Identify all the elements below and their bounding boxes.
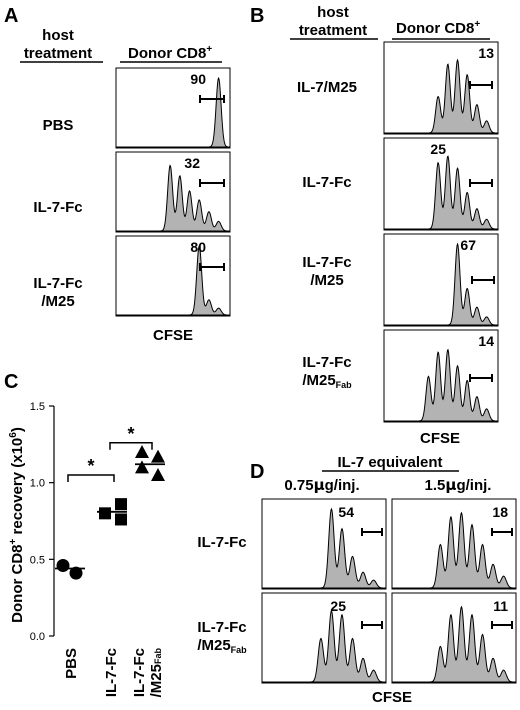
gate-percent: 25 [430,141,446,157]
panel-a-row-label-il7fc: IL-7-Fc [33,199,82,216]
gate-percent: 25 [330,598,346,614]
panel-b-treatment-label: treatment [299,22,367,39]
panel-a-xlabel: CFSE [153,327,193,344]
panel-c-y-ticks: 0.0 0.5 1.0 1.5 [30,401,54,643]
panel-b-row-label-il7fc-m25-line1: IL-7-Fc [302,254,351,271]
data-point-triangle [151,449,165,463]
panel-b-row-label-il7fc: IL-7-Fc [302,174,351,191]
data-point-circle [69,566,83,580]
panel-a-row-label-il7fc-m25-line2: /M25 [41,293,74,310]
gate-percent: 67 [460,237,476,253]
gate-percent: 11 [493,598,508,614]
panel-c: C Donor CD8+ recovery (x106) 0.0 0.5 1.0 1.… [4,371,165,697]
panel-b: B host treatment Donor CD8+ IL-7/M25 IL-… [250,4,499,447]
panel-c-x-labels: PBS IL-7-Fc IL-7-Fc /M25Fab [63,648,165,698]
significance-star: * [127,424,134,444]
histogram-frame [115,67,231,149]
x-tick-label-il7fc-m25fab-line2: /M25Fab [148,648,165,698]
data-point-triangle [135,460,149,474]
histogram-frame [115,235,231,317]
histogram-area [384,348,498,422]
data-point-triangle [135,445,149,458]
panel-b-hist-0: 13 [383,41,499,135]
data-point-circle [56,558,70,572]
panel-d-xlabel: CFSE [372,689,412,706]
panel-b-row-label-il7fc-m25-line2: /M25 [310,272,343,289]
panel-d: D IL-7 equivalent 0.75μg/inj. 1.5μg/inj.… [197,454,517,706]
panel-c-ylabel: Donor CD8+ recovery (x106) [8,427,26,623]
panel-d-row-label-il7fc: IL-7-Fc [197,534,246,551]
y-tick-label: 1.0 [30,478,45,490]
panel-d-hist-1-0: 25 [261,592,387,684]
gate-percent: 80 [190,239,206,255]
histogram-area [116,245,230,316]
panel-d-col-header-0: 0.75μg/inj. [284,476,359,494]
panel-a-row-label-il7fc-m25-line1: IL-7-Fc [33,275,82,292]
panel-b-row-label-il7fc-m25fab-line1: IL-7-Fc [302,354,351,371]
histogram-area [392,511,516,589]
histogram-area [384,155,498,230]
panel-a-row-label-pbs: PBS [43,117,74,134]
histogram-area [116,164,230,232]
panel-a: A host treatment Donor CD8+ PBS IL-7-Fc … [4,5,231,344]
histogram-area [116,76,230,148]
histogram-area [392,605,516,683]
histogram-area [384,242,498,326]
x-tick-label-il7fc: IL-7-Fc [103,648,120,697]
y-tick-label: 0.5 [30,554,45,566]
gate-percent: 32 [184,155,200,171]
panel-b-row-label-il7fc-m25fab-line2: /M25Fab [302,372,352,390]
panel-b-hist-3: 14 [383,329,499,423]
panel-d-row-label-il7fc-m25fab-line2: /M25Fab [197,637,247,655]
gate-percent: 90 [190,71,206,87]
histogram-area [262,609,386,683]
data-point-square [115,513,127,526]
data-point-square [115,498,127,511]
significance-bracket [109,442,153,450]
panel-c-significance: ** [67,424,153,482]
panel-b-row-label-il7-m25: IL-7/M25 [297,79,357,96]
panel-b-xlabel: CFSE [420,430,460,447]
panel-a-hist-1: 32 [115,151,231,233]
data-point-square [99,507,111,520]
panel-a-host-label: host [42,27,74,44]
panel-b-letter: B [250,5,264,27]
gate-percent: 13 [478,45,494,61]
panel-a-donor-header: Donor CD8+ [128,44,212,62]
panel-d-hist-1-1: 11 [391,592,517,684]
panel-b-host-label: host [317,4,349,21]
panel-c-points [55,445,165,580]
y-tick-label: 1.5 [30,401,45,413]
panel-a-letter: A [4,5,18,27]
panel-a-hist-2: 80 [115,235,231,317]
gate-percent: 54 [338,504,354,520]
x-tick-label-il7fc-m25fab-line1: IL-7-Fc [131,648,148,697]
histogram-frame [261,498,387,590]
panel-a-hist-0: 90 [115,67,231,149]
gate-percent: 14 [478,333,494,349]
panel-d-title: IL-7 equivalent [337,454,442,471]
panel-d-hist-0-0: 54 [261,498,387,590]
panel-d-letter: D [250,461,264,483]
panel-b-donor-header: Donor CD8+ [396,19,480,37]
histogram-area [262,507,386,589]
panel-d-col-header-1: 1.5μg/inj. [425,476,492,494]
histogram-area [384,58,498,134]
panel-b-hist-2: 67 [383,233,499,327]
panel-b-hist-1: 25 [383,137,499,231]
panel-d-row-label-il7fc-m25fab-line1: IL-7-Fc [197,619,246,636]
data-point-triangle [151,468,165,481]
significance-star: * [87,456,94,476]
panel-c-letter: C [4,371,18,393]
panel-a-treatment-label: treatment [24,45,92,62]
x-tick-label-pbs: PBS [63,648,80,679]
gate-percent: 18 [492,504,508,520]
panel-d-hist-0-1: 18 [391,498,517,590]
significance-bracket [67,474,115,482]
y-tick-label: 0.0 [30,631,45,643]
